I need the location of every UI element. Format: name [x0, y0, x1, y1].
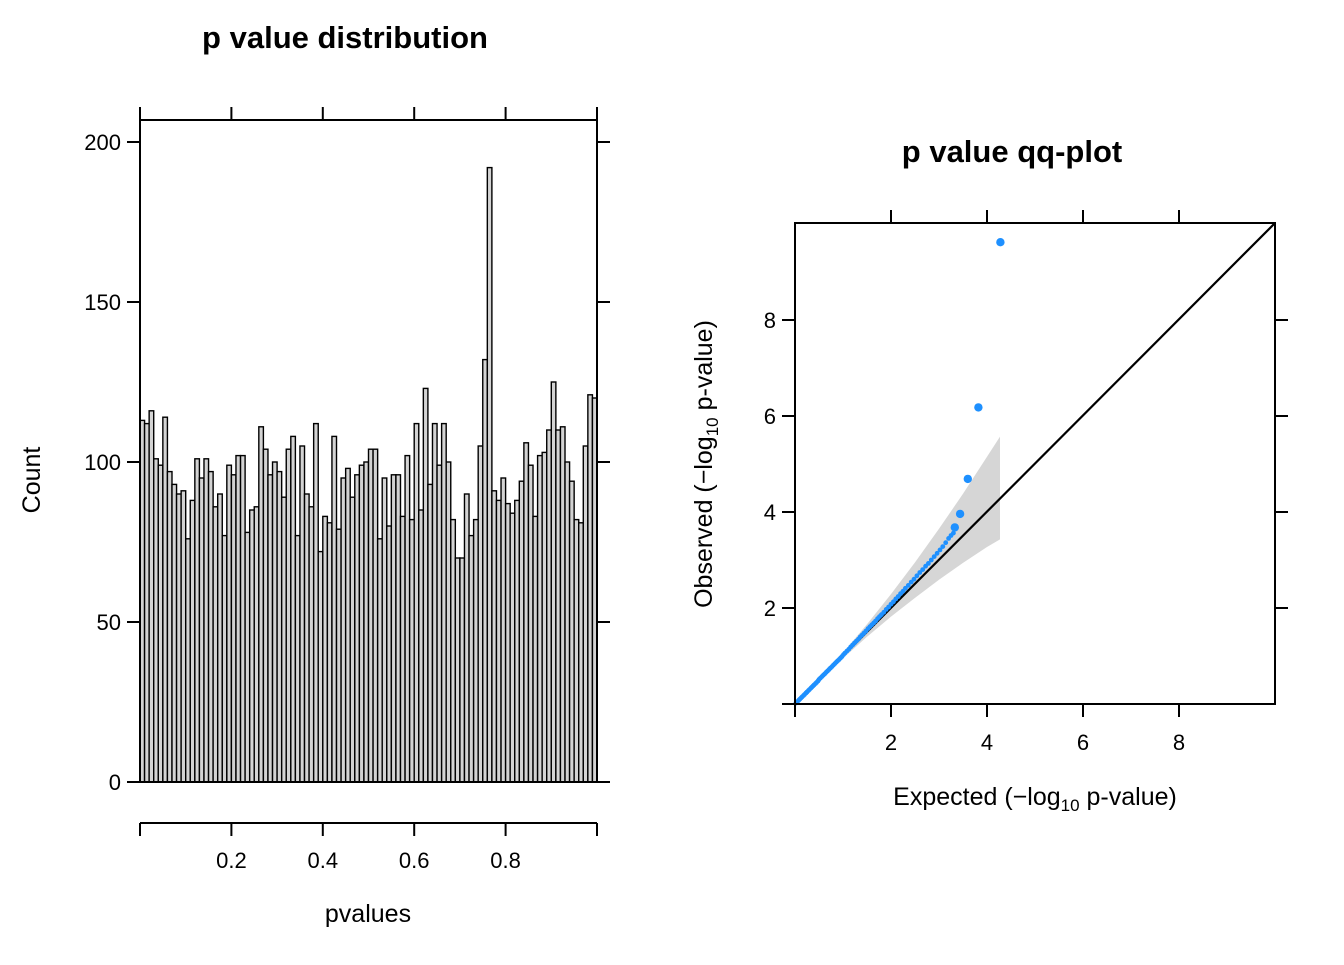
histogram-title: p value distribution — [202, 20, 488, 55]
qq-outlier-point — [950, 523, 959, 532]
qq-point — [903, 585, 908, 591]
qq-point — [951, 530, 956, 536]
y-tick-label: 50 — [97, 610, 121, 635]
qq-x-tick-label: 8 — [1173, 730, 1185, 755]
qq-y-tick-label: 6 — [764, 404, 776, 429]
qq-plot-box — [794, 222, 1276, 705]
qq-point — [943, 540, 949, 546]
histogram-axes: 0 50 100 150 200 0.2 0.4 0.6 0.8 — [84, 107, 610, 873]
qq-point — [931, 554, 937, 559]
qq-y-tick-label: 8 — [764, 308, 776, 333]
qq-point — [917, 570, 923, 575]
x-tick-label: 0.2 — [216, 848, 247, 873]
qq-xlabel-suffix: p-value) — [1080, 783, 1177, 811]
qq-point — [914, 573, 920, 579]
qq-y-tick-label: 4 — [764, 500, 776, 525]
qq-outlier-point — [955, 509, 965, 519]
x-tick-label: 0.8 — [490, 848, 521, 873]
qq-xlabel-subscript: 10 — [1061, 796, 1080, 815]
qq-point — [911, 576, 917, 582]
qq-point — [926, 561, 931, 566]
qq-ylabel-suffix: p-value) — [690, 320, 718, 417]
histogram-plot-box — [139, 119, 598, 783]
qq-y-axis-label: Observed (−log10 p-value) — [690, 320, 722, 608]
y-tick-label: 150 — [84, 290, 121, 315]
qq-x-tick-label: 2 — [885, 730, 897, 755]
qq-ylabel-prefix: Observed (−log — [690, 436, 718, 608]
qq-xlabel-prefix: Expected (−log — [893, 783, 1060, 811]
qq-points — [793, 238, 1005, 706]
qq-title: p value qq-plot — [902, 134, 1122, 169]
x-tick-label: 0.4 — [308, 848, 339, 873]
x-tick-label: 0.6 — [399, 848, 430, 873]
qq-ylabel-subscript: 10 — [703, 417, 722, 436]
qq-x-axis-label: Expected (−log10 p-value) — [893, 783, 1177, 815]
histogram-x-axis-label: pvalues — [325, 900, 411, 928]
histogram-bars — [139, 166, 598, 783]
qq-point — [928, 557, 934, 563]
qq-outlier-point — [963, 474, 972, 484]
y-tick-label: 200 — [84, 130, 121, 155]
qq-point — [940, 544, 946, 549]
qq-x-tick-label: 6 — [1077, 730, 1089, 755]
qq-x-tick-label: 4 — [981, 730, 993, 755]
y-tick-label: 0 — [109, 770, 121, 795]
qq-axes: 2 4 6 8 2 4 6 8 — [764, 210, 1288, 755]
qq-point — [934, 550, 940, 556]
histogram-y-axis-label: Count — [18, 447, 46, 514]
qq-point — [937, 547, 943, 553]
qq-point — [920, 567, 926, 572]
qq-outlier-point — [996, 238, 1005, 247]
histogram-plot: 0 50 100 150 200 0.2 0.4 0.6 0.8 p value distrib… — [18, 20, 610, 928]
qq-outlier-point — [974, 403, 983, 412]
qq-y-tick-label: 2 — [764, 596, 776, 621]
y-tick-label: 100 — [84, 450, 121, 475]
qq-point — [905, 583, 911, 588]
